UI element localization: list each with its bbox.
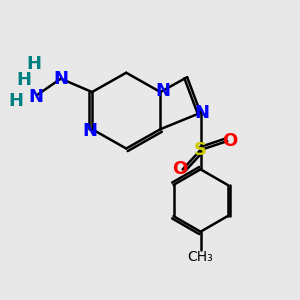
Text: H: H xyxy=(9,92,24,110)
Text: N: N xyxy=(82,122,97,140)
Text: N: N xyxy=(28,88,43,106)
Text: H: H xyxy=(16,71,31,89)
Text: O: O xyxy=(223,132,238,150)
Text: CH₃: CH₃ xyxy=(188,250,213,264)
Text: S: S xyxy=(194,141,207,159)
Text: N: N xyxy=(194,104,209,122)
Text: O: O xyxy=(172,160,187,178)
Text: N: N xyxy=(53,70,68,88)
Text: N: N xyxy=(155,82,170,100)
Text: H: H xyxy=(27,55,42,73)
